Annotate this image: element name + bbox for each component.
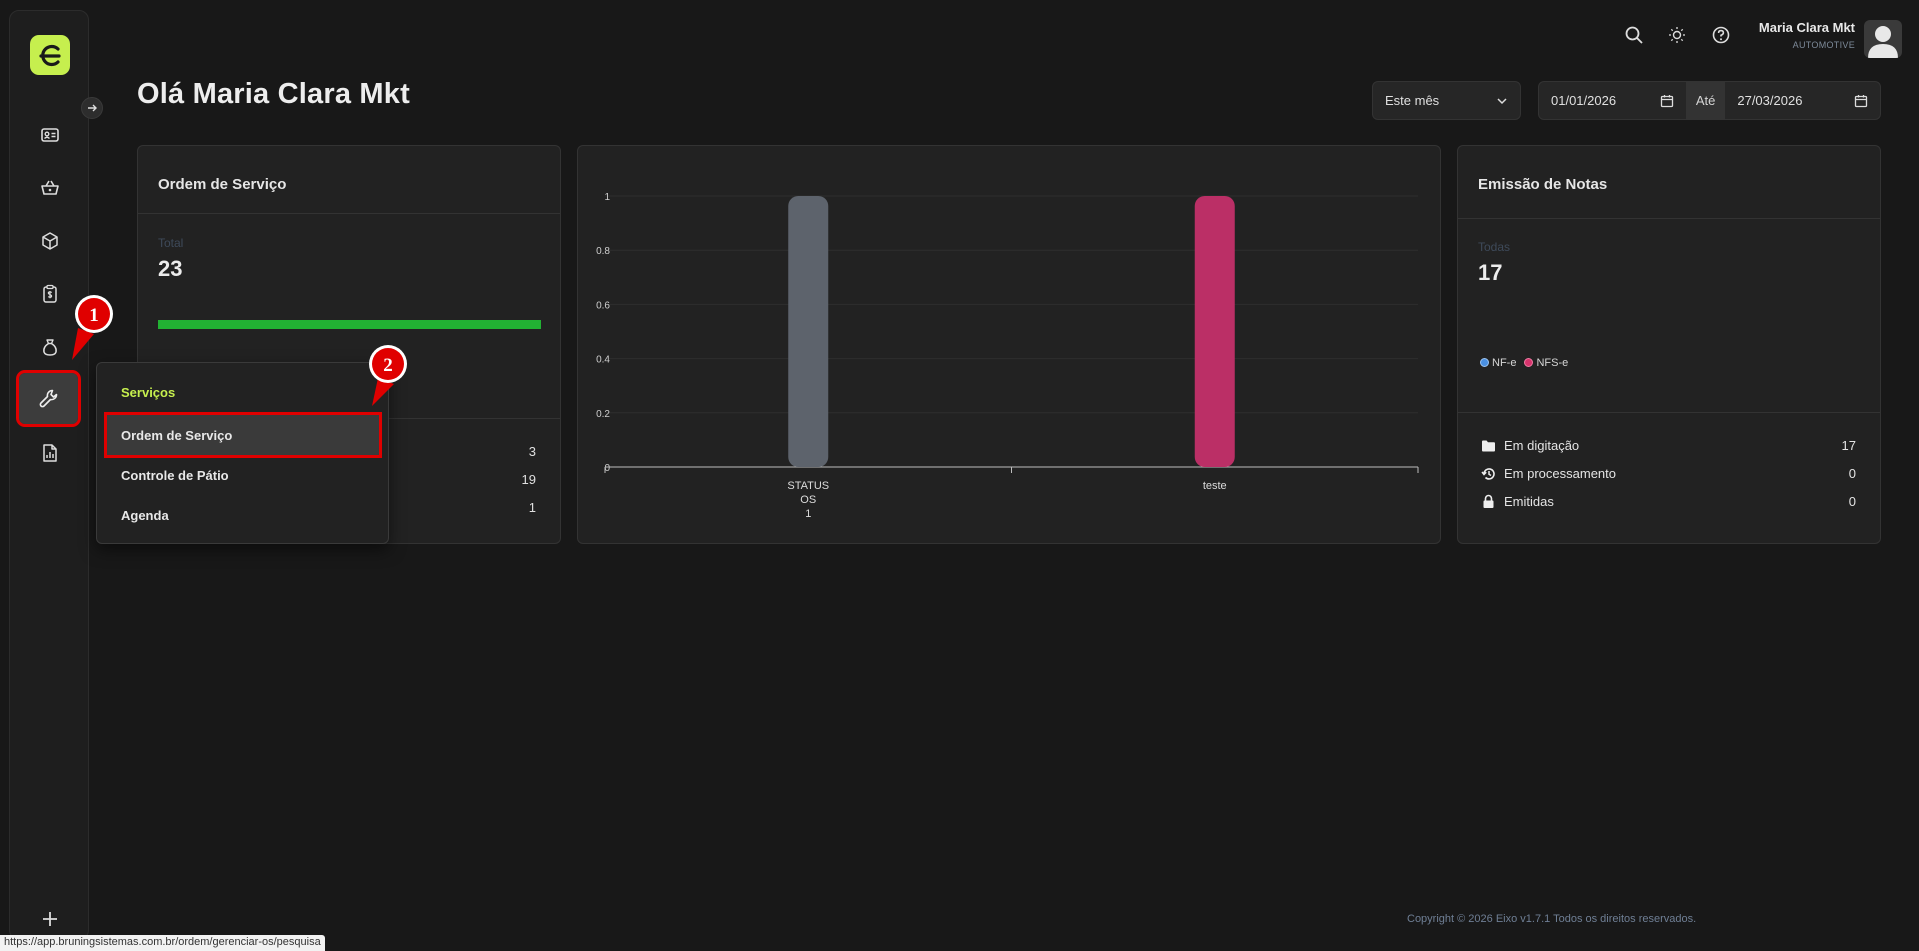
status-label: Em digitação bbox=[1504, 438, 1580, 453]
y-tick-label: 0.8 bbox=[596, 246, 610, 257]
x-tick-label: teste bbox=[1203, 480, 1227, 492]
submenu-item-agenda[interactable]: Agenda bbox=[121, 507, 169, 523]
sidebar bbox=[9, 10, 103, 941]
legend-item-nfse[interactable]: NFS-e bbox=[1524, 357, 1568, 369]
os-total-value: 23 bbox=[158, 256, 183, 281]
date-from-input[interactable]: 01/01/2026 bbox=[1539, 82, 1686, 119]
services-submenu: Serviços Ordem de Serviço Controle de Pá… bbox=[96, 362, 389, 544]
os-total-label: Total bbox=[158, 236, 184, 250]
divider bbox=[1458, 412, 1880, 413]
expand-sidebar-button[interactable] bbox=[81, 97, 103, 119]
notes-card: Emissão de Notas Todas 17 NF-e NFS-e Em … bbox=[1457, 145, 1881, 544]
history-icon bbox=[1481, 467, 1495, 480]
page-title: Olá Maria Clara Mkt bbox=[137, 78, 410, 110]
id-card-icon[interactable] bbox=[28, 113, 72, 157]
footer-copyright: Copyright © 2026 Eixo v1.7.1 Todos os di… bbox=[1407, 913, 1697, 925]
box-icon[interactable] bbox=[28, 219, 72, 263]
status-value: 17 bbox=[1841, 438, 1856, 453]
money-bag-icon[interactable] bbox=[28, 325, 72, 369]
os-progress-bar bbox=[158, 320, 541, 329]
status-row-em-digitacao: Em digitação 17 bbox=[1481, 438, 1856, 453]
bar-chart: 0 0.2 0.4 0.6 0.8 1 STATUS OS 1 teste bbox=[596, 192, 1419, 520]
os-status-value: 1 bbox=[528, 500, 536, 515]
y-tick-label: 0.2 bbox=[596, 409, 610, 420]
basket-icon[interactable] bbox=[28, 166, 72, 210]
submenu-heading: Serviços bbox=[121, 385, 176, 400]
bar bbox=[1194, 196, 1235, 467]
notes-card-title: Emissão de Notas bbox=[1478, 176, 1608, 193]
y-tick-label: 0 bbox=[604, 463, 610, 474]
user-name[interactable]: Maria Clara Mkt bbox=[1758, 20, 1855, 35]
until-label: Até bbox=[1685, 82, 1726, 119]
lock-icon bbox=[1483, 494, 1494, 508]
legend-label: NF-e bbox=[1492, 357, 1517, 369]
sun-icon[interactable] bbox=[1665, 23, 1689, 47]
chart-card: 0 0.2 0.4 0.6 0.8 1 STATUS OS 1 teste bbox=[577, 145, 1441, 544]
status-label: Emitidas bbox=[1504, 494, 1554, 509]
notes-total-value: 17 bbox=[1478, 260, 1503, 285]
y-tick-label: 0.6 bbox=[596, 300, 610, 311]
date-range: 01/01/2026 Até 27/03/2026 bbox=[1538, 81, 1881, 120]
calendar-icon bbox=[1854, 94, 1868, 107]
period-select-value: Este mês bbox=[1385, 93, 1440, 108]
wrench-icon[interactable] bbox=[16, 370, 81, 427]
divider bbox=[138, 213, 560, 214]
search-icon[interactable] bbox=[1622, 23, 1646, 47]
step-marker-2: 2 bbox=[369, 345, 407, 406]
legend-dot bbox=[1480, 358, 1489, 367]
plus-icon[interactable] bbox=[28, 897, 72, 941]
step-marker-1: 1 bbox=[72, 295, 113, 360]
legend-item-nfe[interactable]: NF-e bbox=[1480, 357, 1516, 369]
x-tick-label: STATUS bbox=[787, 480, 829, 492]
notes-legend: NF-e NFS-e bbox=[1480, 357, 1568, 369]
app-logo[interactable] bbox=[30, 35, 70, 75]
folder-icon bbox=[1482, 440, 1495, 451]
os-status-value: 19 bbox=[521, 472, 536, 487]
status-bar-url: https://app.bruningsistemas.com.br/ordem… bbox=[0, 935, 325, 951]
marker-number: 2 bbox=[383, 355, 393, 376]
avatar[interactable] bbox=[1864, 20, 1902, 58]
os-card-title: Ordem de Serviço bbox=[158, 176, 287, 193]
submenu-item-ordem-de-servico[interactable]: Ordem de Serviço bbox=[104, 412, 382, 458]
submenu-item-controle-de-patio[interactable]: Controle de Pátio bbox=[121, 467, 229, 483]
divider bbox=[1458, 218, 1880, 219]
x-tick-label: OS bbox=[800, 494, 816, 506]
calendar-icon bbox=[1660, 94, 1673, 107]
help-icon[interactable] bbox=[1709, 23, 1733, 47]
marker-number: 1 bbox=[89, 305, 99, 326]
invoice-icon[interactable] bbox=[28, 272, 72, 316]
user-role: AUTOMOTIVE bbox=[1792, 40, 1855, 50]
y-tick-label: 1 bbox=[604, 192, 610, 203]
y-tick-label: 0.4 bbox=[596, 355, 610, 366]
status-row-emitidas: Emitidas 0 bbox=[1481, 494, 1856, 509]
os-status-value: 3 bbox=[528, 444, 536, 459]
status-value: 0 bbox=[1848, 494, 1856, 509]
date-to-input[interactable]: 27/03/2026 bbox=[1725, 82, 1880, 119]
status-row-em-processamento: Em processamento 0 bbox=[1481, 466, 1856, 481]
legend-label: NFS-e bbox=[1536, 357, 1569, 369]
report-icon[interactable] bbox=[28, 431, 72, 475]
bar bbox=[788, 196, 829, 467]
legend-dot bbox=[1524, 358, 1534, 367]
status-value: 0 bbox=[1848, 466, 1856, 481]
x-tick-label: 1 bbox=[805, 508, 811, 520]
notes-total-label: Todas bbox=[1478, 240, 1511, 254]
status-label: Em processamento bbox=[1504, 466, 1616, 481]
chevron-down-icon bbox=[1497, 97, 1507, 104]
date-from-value: 01/01/2026 bbox=[1551, 93, 1617, 108]
date-to-value: 27/03/2026 bbox=[1737, 93, 1803, 108]
period-select[interactable]: Este mês bbox=[1372, 81, 1521, 120]
